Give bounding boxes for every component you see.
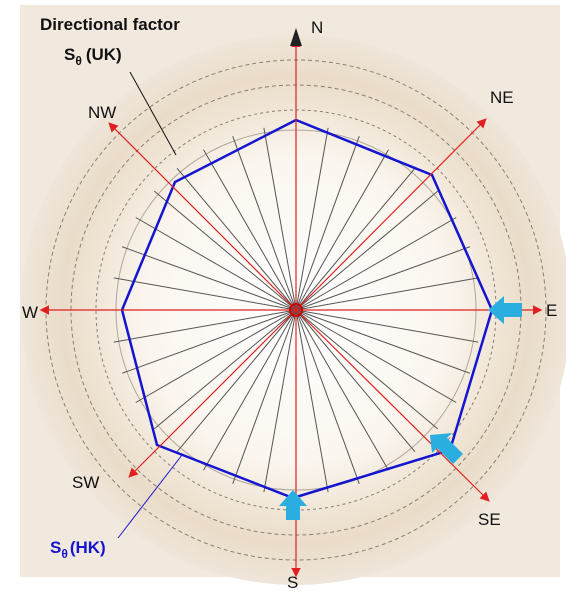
symbol: S [64, 45, 75, 64]
title: Directional factor [40, 15, 180, 34]
spoke [295, 190, 439, 311]
hk-label: Sθ (HK) [50, 538, 106, 561]
spoke [153, 190, 297, 311]
spoke [295, 277, 479, 311]
arrow-s [279, 490, 307, 520]
dir-ne: NE [490, 88, 514, 107]
axis-sw [128, 309, 297, 478]
spoke [121, 246, 297, 311]
spoke [232, 135, 297, 311]
spoke [295, 309, 457, 403]
spoke [295, 246, 471, 311]
spoke [263, 309, 297, 493]
spoke [295, 309, 416, 453]
spoke [203, 309, 297, 471]
suffix: (HK) [70, 538, 106, 557]
spoke [135, 309, 297, 403]
axis-nw [108, 122, 297, 311]
spoke [153, 309, 297, 430]
center [289, 303, 303, 317]
uk-pointer [129, 71, 177, 156]
dir-se: SE [478, 510, 501, 529]
spoke [295, 309, 389, 471]
spoke [176, 309, 297, 453]
spoke [121, 309, 297, 374]
wind-arrows [279, 296, 522, 520]
spoke [295, 167, 416, 311]
spoke [263, 127, 297, 311]
spoke [232, 309, 297, 485]
spoke [113, 309, 297, 343]
spoke [135, 217, 297, 311]
spoke [295, 135, 360, 311]
axis-se [295, 309, 490, 502]
spoke [295, 217, 457, 311]
dir-s: S [287, 573, 298, 591]
arrow-se [430, 433, 463, 464]
spoke [113, 277, 297, 311]
dir-n: N [311, 18, 323, 37]
spoke [295, 309, 471, 374]
hk-pointer [117, 454, 183, 539]
arrow-e [488, 296, 522, 324]
dir-nw: NW [88, 103, 116, 122]
subscript: θ [75, 54, 82, 68]
spoke [295, 127, 329, 311]
spoke [295, 149, 389, 311]
spokes [111, 125, 481, 495]
axis-ne [295, 118, 487, 311]
subscript: θ [61, 547, 68, 561]
spoke [176, 167, 297, 311]
axes [39, 37, 543, 578]
spoke [295, 309, 360, 485]
spoke [295, 309, 479, 343]
spoke [203, 149, 297, 311]
north-pointer [290, 28, 302, 46]
uk-label: Sθ (UK) [64, 45, 122, 68]
dir-e: E [546, 301, 557, 320]
suffix: (UK) [86, 45, 122, 64]
spoke [295, 309, 329, 493]
spoke [295, 309, 439, 430]
dir-w: W [22, 303, 38, 322]
symbol: S [50, 538, 61, 557]
dir-sw: SW [72, 473, 99, 492]
